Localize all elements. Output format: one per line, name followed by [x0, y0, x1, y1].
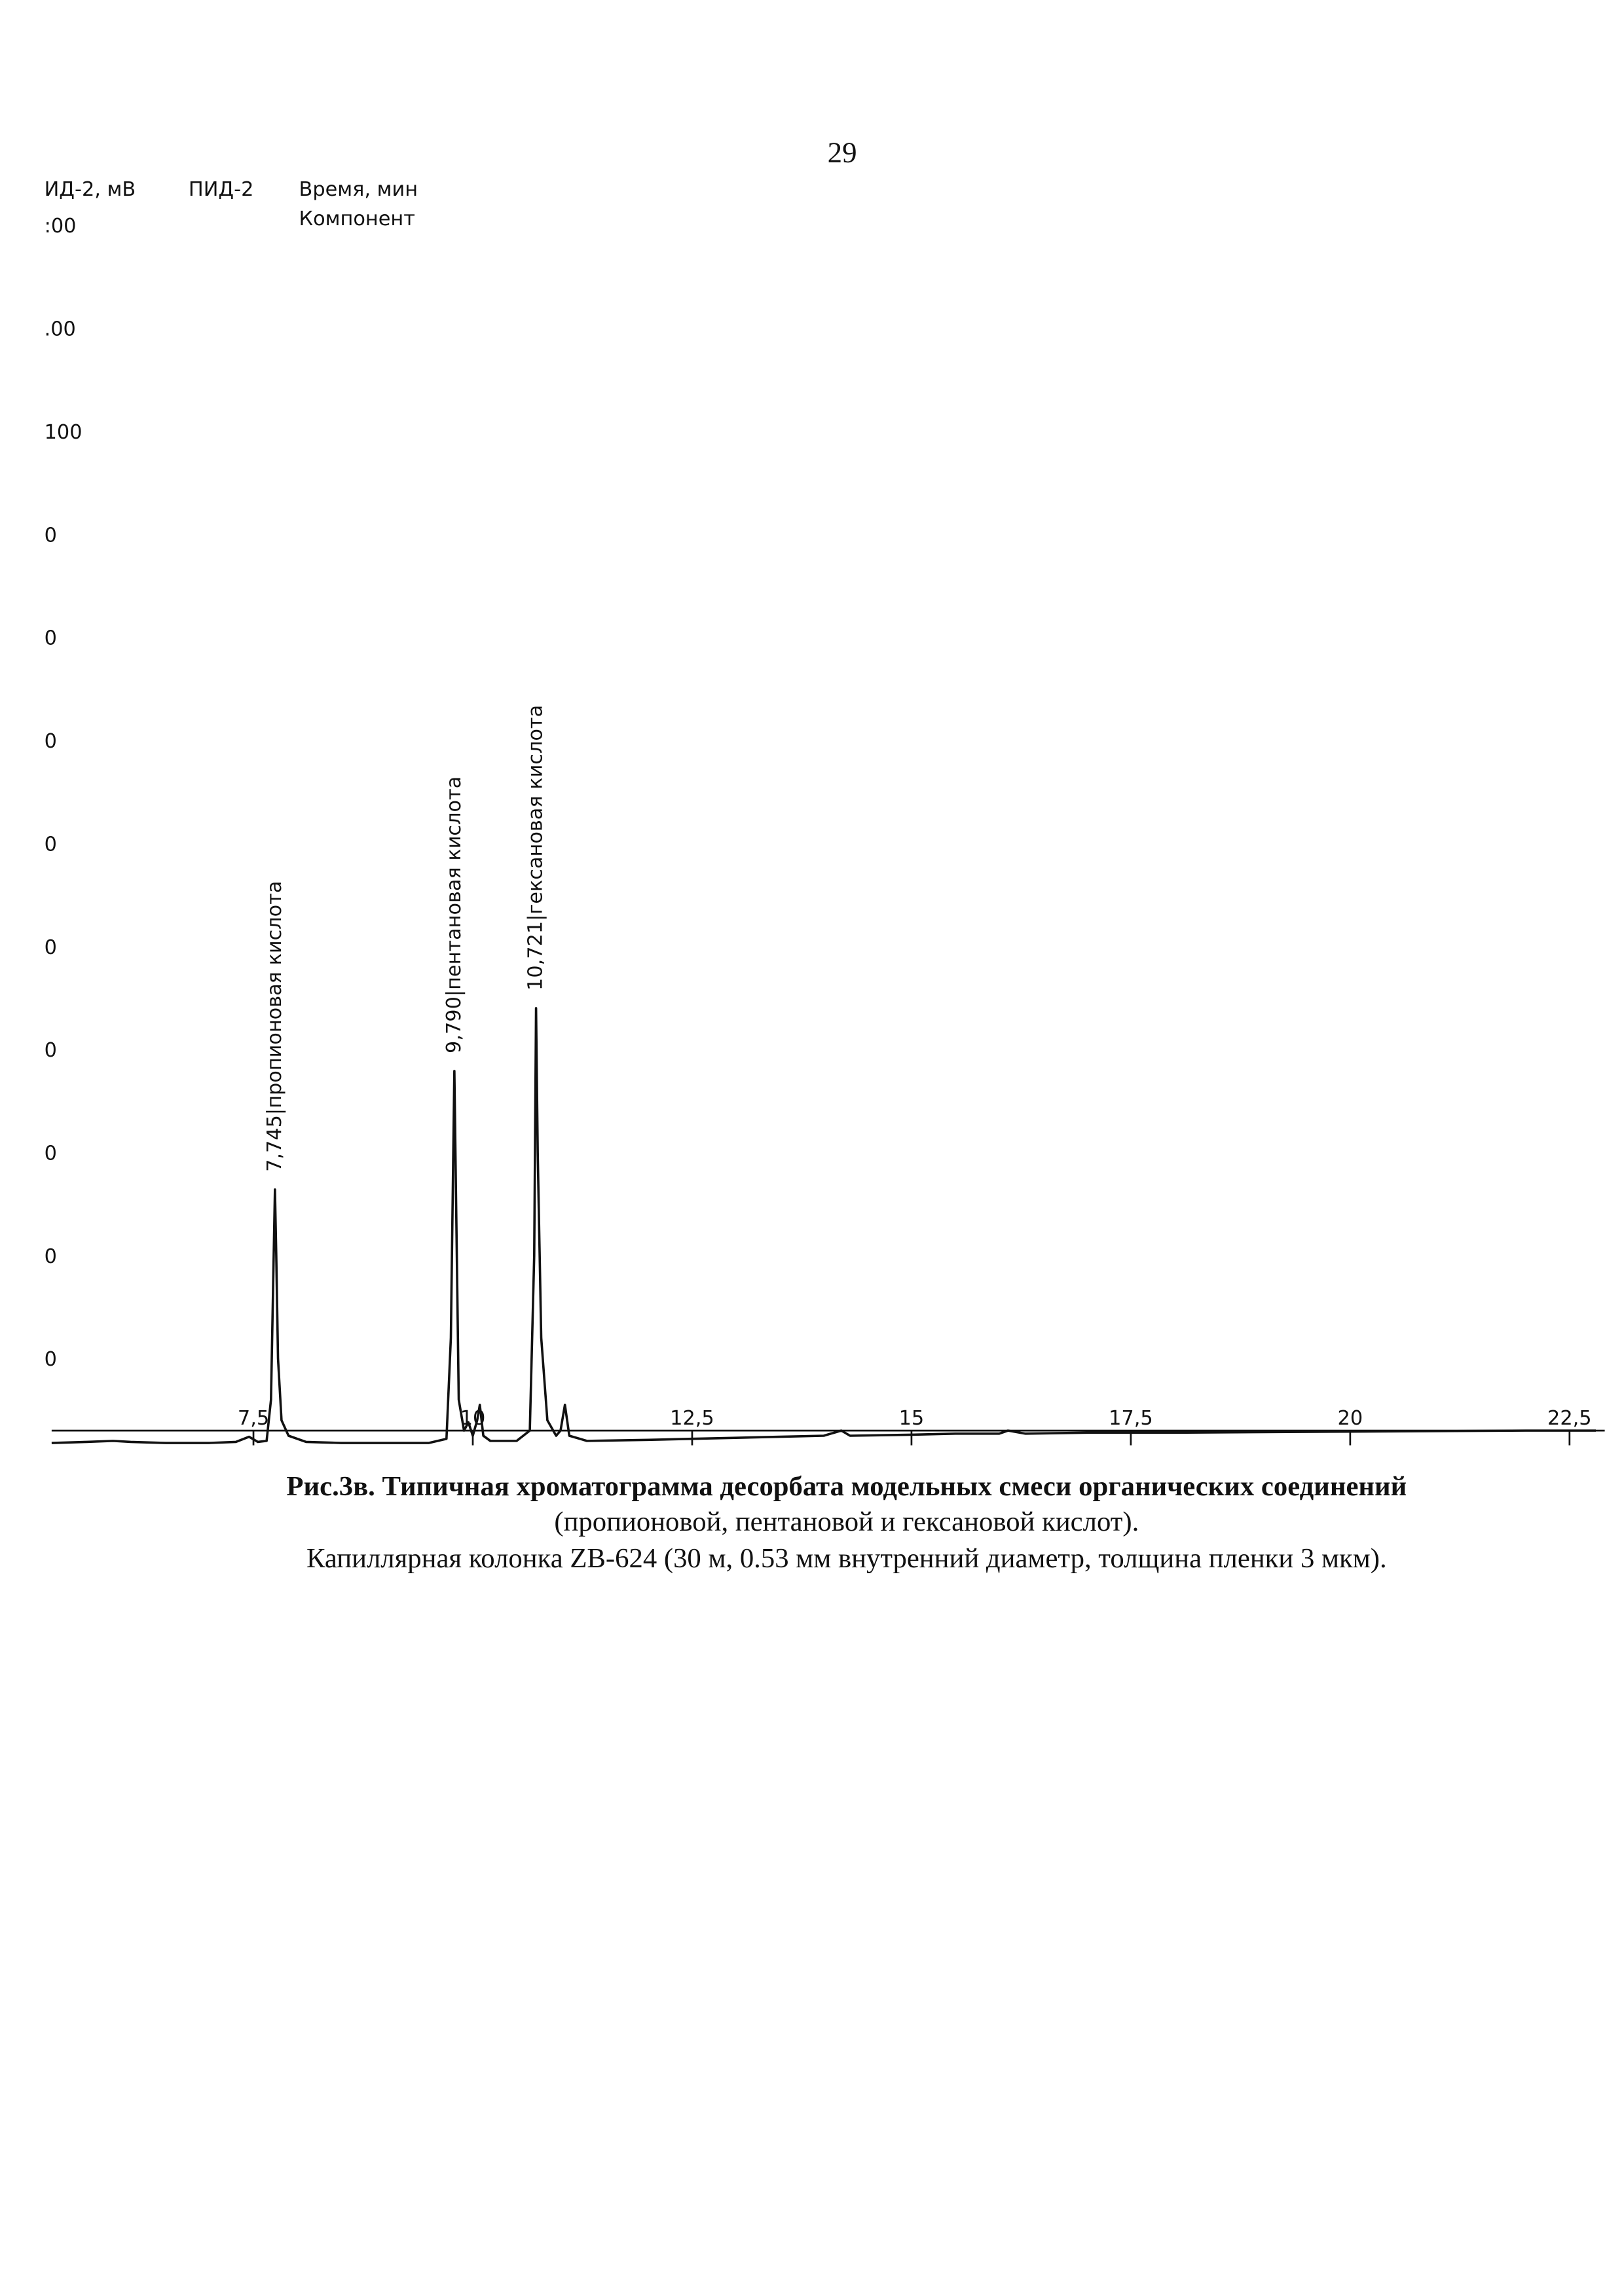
- x-axis-label: Время, мин: [299, 178, 418, 201]
- y-tick-label: 0: [45, 730, 57, 753]
- component-label: Компонент: [299, 208, 415, 230]
- x-tick-label: 22,5: [1547, 1407, 1592, 1430]
- caption-title: Рис.3в. Типичная хроматограмма десорбата…: [286, 1471, 1407, 1502]
- y-tick-label: 0: [45, 1142, 57, 1165]
- y-tick-label: .00: [45, 318, 76, 341]
- x-tick-label: 20: [1338, 1407, 1363, 1430]
- y-axis-label: ИД-2, мВ: [45, 178, 136, 201]
- chromatogram-trace: [51, 1007, 1596, 1444]
- y-tick-label: 0: [45, 627, 57, 650]
- x-tick-label: 12,5: [670, 1407, 714, 1430]
- detector-label: ПИД-2: [189, 178, 253, 201]
- y-tick-label: 100: [45, 421, 83, 444]
- page-number: 29: [828, 136, 857, 168]
- caption-line: Капиллярная колонка ZB-624 (30 м, 0.53 м…: [306, 1543, 1387, 1574]
- caption-line: (пропионовой, пентановой и гексановой ки…: [554, 1506, 1139, 1537]
- y-tick-label: 0: [45, 524, 57, 547]
- y-tick-label: 0: [45, 1348, 57, 1371]
- x-tick-label: 7,5: [238, 1407, 269, 1430]
- peak-label: 10,721|гексановая кислота: [525, 705, 547, 991]
- peak-label: 9,790|пентановая кислота: [443, 776, 466, 1053]
- x-tick-label: 15: [899, 1407, 925, 1430]
- x-tick-label: 17,5: [1109, 1407, 1153, 1430]
- y-tick-label: 0: [45, 1245, 57, 1268]
- y-tick-label: 0: [45, 833, 57, 856]
- y-tick-label: 0: [45, 936, 57, 959]
- peak-label: 7,745|пропионовая кислота: [263, 881, 286, 1172]
- y-tick-label: :00: [45, 215, 77, 238]
- y-tick-label: 0: [45, 1039, 57, 1062]
